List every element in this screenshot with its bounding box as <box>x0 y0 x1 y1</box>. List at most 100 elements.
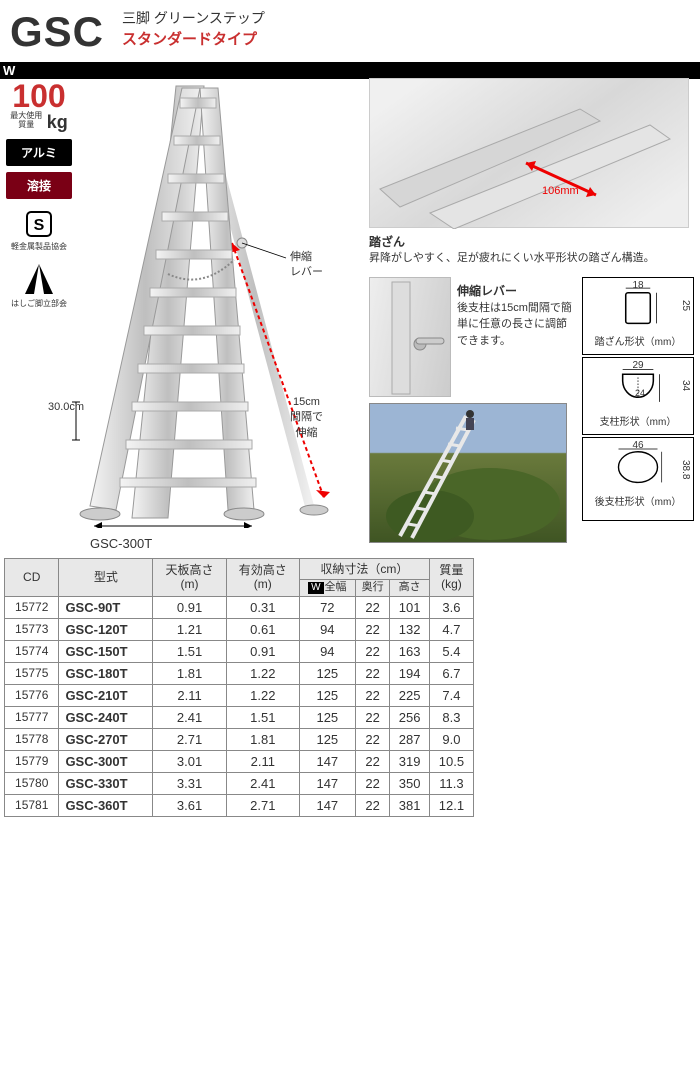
cell-model: GSC-330T <box>59 772 153 794</box>
th-w: W全幅 <box>299 580 355 596</box>
step-photo-overlay <box>370 79 690 229</box>
cell-w: 125 <box>299 684 355 706</box>
cell-d: 22 <box>355 794 390 816</box>
th-model: 型式 <box>59 559 153 597</box>
cell-cd: 15779 <box>5 750 59 772</box>
material-badge: アルミ <box>6 139 72 166</box>
ladder-mark-icon <box>19 262 59 296</box>
cell-h: 350 <box>390 772 429 794</box>
table-row: 15774GSC-150T1.510.9194221635.4 <box>5 640 474 662</box>
th-h: 高さ <box>390 580 429 596</box>
cell-h: 132 <box>390 618 429 640</box>
max-load-label: 最大使用 質量 <box>10 112 42 130</box>
table-row: 15775GSC-180T1.811.22125221946.7 <box>5 662 474 684</box>
cell-mass: 3.6 <box>429 596 473 618</box>
cell-w: 147 <box>299 772 355 794</box>
cell-eff-h: 2.71 <box>226 794 299 816</box>
cell-w: 125 <box>299 662 355 684</box>
cell-d: 22 <box>355 640 390 662</box>
cell-model: GSC-90T <box>59 596 153 618</box>
cell-model: GSC-210T <box>59 684 153 706</box>
cell-w: 94 <box>299 640 355 662</box>
lever-detail-photo <box>369 277 451 397</box>
th-eff-h: 有効高さ (m) <box>226 559 299 597</box>
cell-w: 147 <box>299 750 355 772</box>
cell-mass: 7.4 <box>429 684 473 706</box>
lever-detail-title: 伸縮レバー <box>457 282 574 300</box>
th-mass: 質量 (kg) <box>429 559 473 597</box>
cell-model: GSC-120T <box>59 618 153 640</box>
main-product-illustration <box>72 78 362 528</box>
cell-top-h: 3.01 <box>153 750 226 772</box>
cell-eff-h: 2.11 <box>226 750 299 772</box>
cell-top-h: 2.11 <box>153 684 226 706</box>
cell-d: 22 <box>355 750 390 772</box>
cell-w: 125 <box>299 706 355 728</box>
cell-mass: 9.0 <box>429 728 473 750</box>
cell-model: GSC-240T <box>59 706 153 728</box>
usage-scene-photo <box>369 403 567 543</box>
cell-h: 256 <box>390 706 429 728</box>
cell-model: GSC-180T <box>59 662 153 684</box>
th-top-h: 天板高さ (m) <box>153 559 226 597</box>
cell-d: 22 <box>355 706 390 728</box>
product-subtitle: スタンダードタイプ <box>122 29 265 52</box>
shape-post-h: 34 <box>680 380 691 391</box>
cell-cd: 15774 <box>5 640 59 662</box>
cell-cd: 15775 <box>5 662 59 684</box>
cell-d: 22 <box>355 772 390 794</box>
cell-top-h: 1.81 <box>153 662 226 684</box>
cell-top-h: 3.31 <box>153 772 226 794</box>
shape-post-caption: 支柱形状（mm） <box>585 413 691 428</box>
cell-eff-h: 0.91 <box>226 640 299 662</box>
svg-text:S: S <box>34 217 45 234</box>
cell-eff-h: 0.61 <box>226 618 299 640</box>
main-model-label: GSC-300T <box>90 536 152 551</box>
cell-cd: 15776 <box>5 684 59 706</box>
cell-mass: 10.5 <box>429 750 473 772</box>
cell-mass: 12.1 <box>429 794 473 816</box>
cell-h: 101 <box>390 596 429 618</box>
shape-post: 29 34 24 支柱形状（mm） <box>582 357 694 435</box>
width-dim-label: W <box>0 62 700 79</box>
cell-d: 22 <box>355 662 390 684</box>
cell-d: 22 <box>355 728 390 750</box>
cell-h: 163 <box>390 640 429 662</box>
badge-column: 100 最大使用 質量 kg アルミ 溶接 S 軽金属製品協会 はしご脚立部会 <box>6 80 72 309</box>
step-detail-text: 昇降がしやすく、足が疲れにくい水平形状の踏ざん構造。 <box>369 250 694 267</box>
max-load-badge: 100 最大使用 質量 kg <box>6 80 72 133</box>
shape-rear-caption: 後支柱形状（mm） <box>585 493 691 508</box>
table-row: 15780GSC-330T3.312.411472235011.3 <box>5 772 474 794</box>
cert-label-b: はしご脚立部会 <box>6 298 72 309</box>
shape-post-w: 29 <box>583 360 693 371</box>
cell-w: 72 <box>299 596 355 618</box>
cell-mass: 6.7 <box>429 662 473 684</box>
th-w-text: 全幅 <box>325 581 347 593</box>
cell-eff-h: 1.22 <box>226 662 299 684</box>
cell-h: 225 <box>390 684 429 706</box>
shape-post-h2: 24 <box>635 388 645 398</box>
cell-top-h: 1.21 <box>153 618 226 640</box>
cell-mass: 11.3 <box>429 772 473 794</box>
cell-eff-h: 1.51 <box>226 706 299 728</box>
cell-cd: 15780 <box>5 772 59 794</box>
method-badge: 溶接 <box>6 172 72 199</box>
cell-cd: 15772 <box>5 596 59 618</box>
th-cd: CD <box>5 559 59 597</box>
table-row: 15777GSC-240T2.411.51125222568.3 <box>5 706 474 728</box>
cell-model: GSC-300T <box>59 750 153 772</box>
sg-mark-icon: S <box>24 209 54 239</box>
detail-column: 106mm 踏ざん 昇降がしやすく、足が疲れにくい水平形状の踏ざん構造。 伸縮レ… <box>369 78 694 543</box>
cell-model: GSC-360T <box>59 794 153 816</box>
th-stow: 収納寸法（cm） <box>299 559 429 580</box>
cell-h: 381 <box>390 794 429 816</box>
cell-eff-h: 2.41 <box>226 772 299 794</box>
product-code: GSC <box>10 8 104 56</box>
cross-section-shapes: 18 25 踏ざん形状（mm） 29 34 24 支柱形状（mm） 46 38.… <box>582 277 694 543</box>
cell-d: 22 <box>355 596 390 618</box>
shape-rear: 46 38.8 後支柱形状（mm） <box>582 437 694 521</box>
cell-d: 22 <box>355 684 390 706</box>
cell-top-h: 1.51 <box>153 640 226 662</box>
table-row: 15778GSC-270T2.711.81125222879.0 <box>5 728 474 750</box>
shape-step-w: 18 <box>583 280 693 291</box>
